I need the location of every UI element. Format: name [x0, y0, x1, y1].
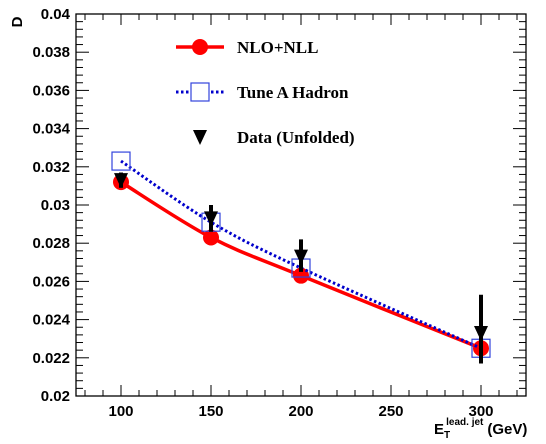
legend-nlo-nll-marker — [192, 39, 208, 55]
y-tick-label: 0.022 — [32, 350, 70, 367]
x-axis-title-sub: T — [444, 430, 450, 441]
data-point — [114, 173, 128, 189]
tune-a-hadron-line — [120, 159, 482, 350]
legend: NLO+NLL Tune A Hadron Data (Unfolded) — [176, 38, 355, 147]
x-axis-title: ETlead. jet (GeV) — [434, 417, 527, 441]
x-tick-label: 150 — [198, 403, 223, 420]
y-tick-label: 0.032 — [32, 159, 70, 176]
data-point — [204, 211, 218, 227]
x-axis-title-unit: (GeV) — [487, 421, 527, 438]
y-tick-label: 0.03 — [41, 197, 70, 214]
tune-a-hadron-point — [111, 151, 131, 171]
legend-label: Tune A Hadron — [237, 83, 349, 102]
legend-tune-a-hadron-marker — [190, 82, 210, 102]
series-layer — [111, 151, 491, 364]
y-tick-label: 0.034 — [32, 121, 70, 138]
y-tick-label: 0.026 — [32, 273, 70, 290]
y-tick-label: 0.028 — [32, 235, 70, 252]
y-tick-label: 0.02 — [41, 388, 70, 405]
legend-data-marker — [193, 130, 207, 145]
axis-ticks: 100 150 200 250 300 0.02 0.022 0.024 0.026 0.028 0… — [32, 6, 526, 420]
nlo-nll-line — [120, 180, 482, 350]
x-tick-label: 200 — [288, 403, 313, 420]
y-axis-title: D — [9, 16, 26, 27]
y-tick-label: 0.04 — [41, 6, 71, 23]
x-tick-label: 300 — [468, 403, 493, 420]
legend-label: Data (Unfolded) — [237, 128, 355, 147]
nlo-nll-point — [293, 267, 309, 284]
x-tick-label: 100 — [108, 403, 133, 420]
data-point — [474, 325, 488, 341]
x-axis-title-sup: lead. jet — [446, 417, 484, 428]
y-tick-label: 0.036 — [32, 82, 70, 99]
legend-label: NLO+NLL — [237, 38, 318, 57]
x-tick-label: 250 — [378, 403, 403, 420]
x-axis-title-main: E — [434, 421, 444, 438]
data-point — [294, 249, 308, 265]
y-tick-label: 0.038 — [32, 44, 70, 61]
y-tick-label: 0.024 — [32, 312, 70, 329]
nlo-nll-point — [203, 229, 219, 246]
